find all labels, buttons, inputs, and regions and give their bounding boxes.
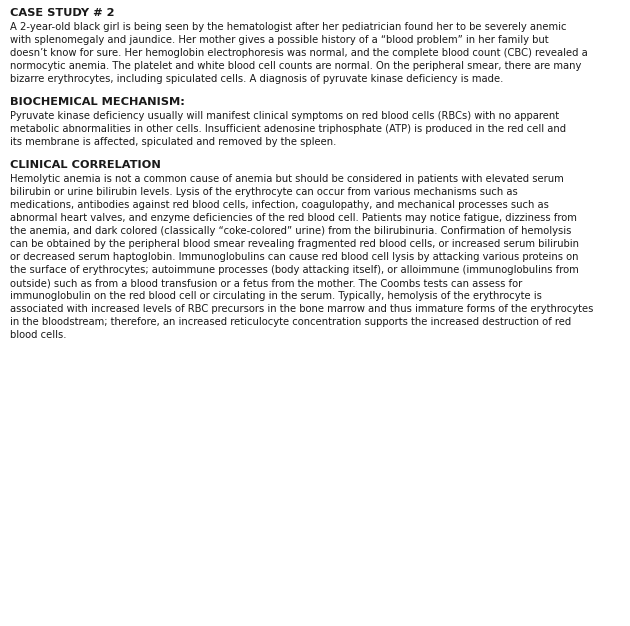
Text: Pyruvate kinase deficiency usually will manifest clinical symptoms on red blood : Pyruvate kinase deficiency usually will … — [10, 111, 559, 121]
Text: in the bloodstream; therefore, an increased reticulocyte concentration supports : in the bloodstream; therefore, an increa… — [10, 317, 571, 327]
Text: the anemia, and dark colored (classically “coke-colored” urine) from the bilirub: the anemia, and dark colored (classicall… — [10, 226, 571, 236]
Text: the surface of erythrocytes; autoimmune processes (body attacking itself), or al: the surface of erythrocytes; autoimmune … — [10, 265, 579, 275]
Text: blood cells.: blood cells. — [10, 330, 67, 340]
Text: BIOCHEMICAL MECHANISM:: BIOCHEMICAL MECHANISM: — [10, 97, 185, 107]
Text: abnormal heart valves, and enzyme deficiencies of the red blood cell. Patients m: abnormal heart valves, and enzyme defici… — [10, 213, 577, 223]
Text: associated with increased levels of RBC precursors in the bone marrow and thus i: associated with increased levels of RBC … — [10, 304, 593, 314]
Text: with splenomegaly and jaundice. Her mother gives a possible history of a “blood : with splenomegaly and jaundice. Her moth… — [10, 35, 549, 45]
Text: outside) such as from a blood transfusion or a fetus from the mother. The Coombs: outside) such as from a blood transfusio… — [10, 278, 522, 288]
Text: A 2-year-old black girl is being seen by the hematologist after her pediatrician: A 2-year-old black girl is being seen by… — [10, 22, 566, 32]
Text: CLINICAL CORRELATION: CLINICAL CORRELATION — [10, 160, 161, 170]
Text: Hemolytic anemia is not a common cause of anemia but should be considered in pat: Hemolytic anemia is not a common cause o… — [10, 174, 564, 184]
Text: or decreased serum haptoglobin. Immunoglobulins can cause red blood cell lysis b: or decreased serum haptoglobin. Immunogl… — [10, 252, 578, 262]
Text: can be obtained by the peripheral blood smear revealing fragmented red blood cel: can be obtained by the peripheral blood … — [10, 239, 579, 249]
Text: doesn’t know for sure. Her hemoglobin electrophoresis was normal, and the comple: doesn’t know for sure. Her hemoglobin el… — [10, 48, 588, 58]
Text: bizarre erythrocytes, including spiculated cells. A diagnosis of pyruvate kinase: bizarre erythrocytes, including spiculat… — [10, 74, 503, 84]
Text: normocytic anemia. The platelet and white blood cell counts are normal. On the p: normocytic anemia. The platelet and whit… — [10, 61, 581, 71]
Text: immunoglobulin on the red blood cell or circulating in the serum. Typically, hem: immunoglobulin on the red blood cell or … — [10, 291, 542, 301]
Text: bilirubin or urine bilirubin levels. Lysis of the erythrocyte can occur from var: bilirubin or urine bilirubin levels. Lys… — [10, 187, 518, 197]
Text: its membrane is affected, spiculated and removed by the spleen.: its membrane is affected, spiculated and… — [10, 137, 336, 147]
Text: metabolic abnormalities in other cells. Insufficient adenosine triphosphate (ATP: metabolic abnormalities in other cells. … — [10, 124, 566, 134]
Text: medications, antibodies against red blood cells, infection, coagulopathy, and me: medications, antibodies against red bloo… — [10, 200, 549, 210]
Text: CASE STUDY # 2: CASE STUDY # 2 — [10, 8, 115, 18]
